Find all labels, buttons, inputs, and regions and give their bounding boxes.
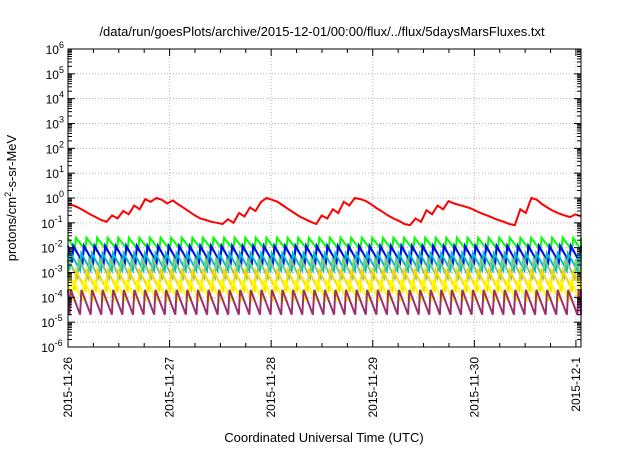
y-tick-label: 10-2 [41,239,62,256]
y-tick-label: 104 [46,90,64,107]
y-tick-label: 10-1 [41,214,62,231]
y-tick-label-exponent: -3 [55,264,63,274]
y-tick-label-base: 10 [46,192,60,206]
y-tick-label: 106 [46,40,64,57]
y-tick-label-base: 10 [46,43,60,57]
x-tick-label: 2015-11-29 [366,357,380,418]
y-tick-label-exponent: 1 [59,164,64,174]
y-tick-label-base: 10 [41,242,55,256]
y-tick-label-base: 10 [46,93,60,107]
y-tick-label-exponent: -4 [55,288,63,298]
y-tick-label: 10-6 [41,338,62,355]
y-tick-label-exponent: -1 [55,214,63,224]
series-line-1 [67,196,582,227]
series-line-6 [67,266,582,294]
y-tick-label: 101 [46,164,64,181]
y-axis-label: protons/cm2-s-sr-MeV [3,134,19,261]
x-tick-label: 2015-11-27 [163,357,177,418]
series-line-2 [67,234,582,254]
y-axis-label-sup: 2 [3,192,13,197]
y-axis-label-main: protons/cm [4,197,19,261]
series-line-5 [67,255,582,282]
y-tick-label-exponent: 5 [59,65,64,75]
y-tick-label-base: 10 [46,142,60,156]
x-tick-label: 2015-11-28 [264,357,278,418]
y-tick-label-base: 10 [46,167,60,181]
y-axis-ticks: 10-610-510-410-310-210-11001011021031041… [41,40,581,355]
y-tick-label: 105 [46,65,64,82]
y-tick-label-exponent: 4 [59,90,64,100]
y-tick-label-exponent: 3 [59,115,64,125]
y-tick-label: 10-4 [41,288,62,305]
series-layer [67,196,582,316]
y-tick-label-base: 10 [41,217,55,231]
x-axis-ticks: 2015-11-26 2015-11-27 2015-11-28 2015-11-29… [61,49,583,418]
x-axis-label: Coordinated Universal Time (UTC) [224,430,423,445]
y-tick-label-exponent: 0 [59,189,64,199]
y-tick-label: 102 [46,139,64,156]
series-line-8 [67,289,582,316]
y-tick-label-base: 10 [41,291,55,305]
y-tick-label-base: 10 [41,267,55,281]
y-tick-label-base: 10 [46,118,60,132]
chart-title: /data/run/goesPlots/archive/2015-12-01/0… [99,24,545,39]
y-tick-label: 10-3 [41,264,62,281]
y-tick-label-exponent: -2 [55,239,63,249]
y-axis-label-tail: -s-sr-MeV [4,134,19,191]
y-tick-label-exponent: -5 [55,313,63,323]
series-line-3 [67,242,582,267]
y-tick-label-exponent: 6 [59,40,64,50]
x-tick-label: 2015-11-26 [61,357,75,418]
y-tick-label-exponent: 2 [59,139,64,149]
y-tick-label-base: 10 [46,68,60,82]
y-tick-label-base: 10 [41,316,55,330]
y-tick-label: 103 [46,115,64,132]
x-tick-label: 2015-11-30 [467,357,481,418]
y-tick-label-exponent: -6 [55,338,63,348]
y-tick-label-base: 10 [41,341,55,355]
y-tick-label: 100 [46,189,64,206]
x-tick-label: 2015-12-1 [569,357,583,412]
series-line-7 [67,279,582,302]
y-tick-label: 10-5 [41,313,62,330]
